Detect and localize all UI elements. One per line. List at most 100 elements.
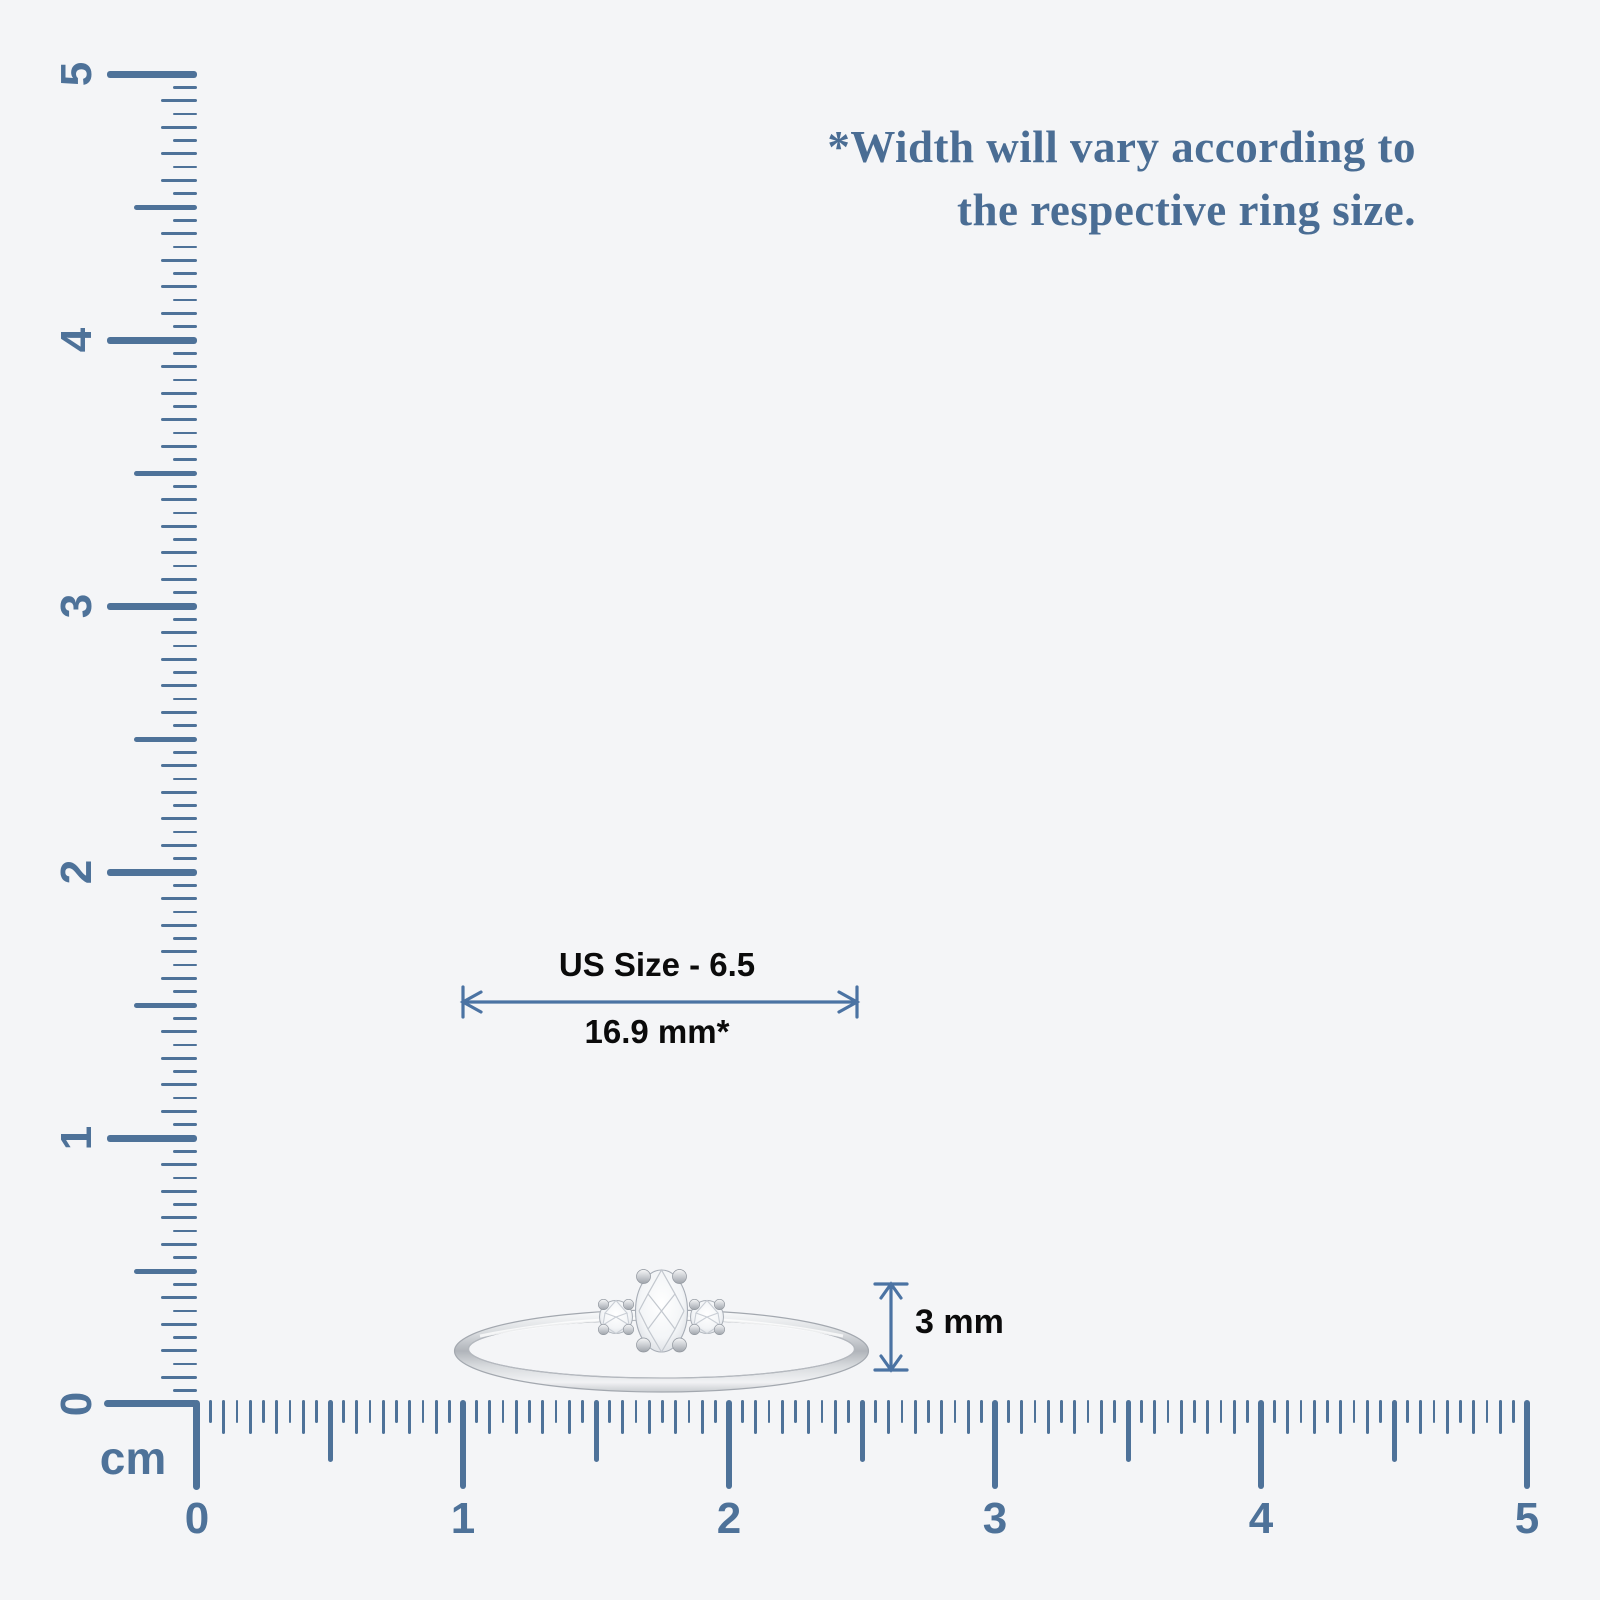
tick-mark (161, 1189, 197, 1193)
vertical-ruler-number: 2 (52, 859, 101, 885)
tick-mark (1352, 1400, 1356, 1423)
tick-mark (368, 1400, 372, 1423)
tick-mark (161, 790, 197, 794)
tick-mark (173, 511, 197, 515)
tick-mark (173, 937, 197, 940)
tick-mark (161, 498, 197, 502)
tick-mark (173, 325, 197, 328)
tick-mark (1523, 1400, 1531, 1489)
width-disclaimer-note: *Width will vary according to the respec… (827, 116, 1416, 242)
tick-mark (1007, 1400, 1010, 1423)
tick-mark (1257, 1400, 1265, 1489)
tick-mark (173, 564, 197, 568)
tick-mark (173, 644, 197, 648)
tick-mark (173, 405, 197, 408)
tick-mark (161, 125, 197, 129)
tick-mark (161, 391, 197, 395)
tick-mark (355, 1400, 359, 1434)
tick-mark (173, 86, 197, 89)
tick-mark (1273, 1400, 1276, 1423)
tick-mark (1391, 1400, 1397, 1462)
tick-mark (222, 1400, 226, 1434)
tick-mark (1033, 1400, 1037, 1423)
tick-mark (554, 1400, 558, 1423)
tick-mark (173, 378, 197, 382)
tick-mark (1498, 1400, 1502, 1434)
tick-mark (687, 1400, 691, 1423)
tick-mark (173, 485, 197, 488)
tick-mark (173, 219, 197, 222)
note-line-2: the respective ring size. (956, 185, 1416, 235)
tick-mark (794, 1400, 797, 1423)
tick-mark (991, 1400, 999, 1489)
tick-mark (1286, 1400, 1290, 1434)
tick-mark (161, 577, 197, 581)
tick-mark (173, 1362, 197, 1366)
tick-mark (966, 1400, 970, 1434)
ring-illustration (453, 1268, 870, 1393)
tick-mark (847, 1400, 850, 1423)
tick-mark (173, 1043, 197, 1047)
tick-mark (980, 1400, 983, 1423)
tick-mark (107, 70, 197, 78)
tick-mark (567, 1400, 571, 1434)
diameter-arrow (459, 985, 861, 1019)
tick-mark (1459, 1400, 1462, 1423)
ruler-origin-corner-horizontal-arm (104, 1400, 198, 1407)
tick-mark (1246, 1400, 1249, 1423)
tick-mark (1166, 1400, 1170, 1423)
tick-mark (1419, 1400, 1423, 1434)
tick-mark (820, 1400, 824, 1423)
tick-mark (714, 1400, 717, 1423)
tick-mark (161, 365, 197, 369)
tick-mark (161, 764, 197, 768)
tick-mark (1153, 1400, 1157, 1434)
tick-mark (501, 1400, 505, 1423)
tick-mark (1365, 1400, 1369, 1434)
tick-mark (161, 152, 197, 156)
tick-mark (173, 618, 197, 621)
tick-mark (161, 311, 197, 315)
tick-mark (134, 470, 197, 476)
tick-mark (173, 112, 197, 116)
tick-mark (381, 1400, 385, 1434)
tick-mark (173, 1309, 197, 1313)
tick-mark (1179, 1400, 1183, 1434)
tick-mark (161, 976, 197, 980)
tick-mark (1099, 1400, 1103, 1434)
tick-mark (395, 1400, 398, 1423)
tick-mark (161, 524, 197, 528)
tick-mark (173, 963, 197, 967)
tick-mark (134, 204, 197, 210)
tick-mark (1206, 1400, 1210, 1434)
vertical-ruler-number: 4 (52, 327, 101, 353)
band-width-arrow (873, 1281, 909, 1373)
tick-mark (134, 736, 197, 742)
tick-mark (1299, 1400, 1303, 1423)
tick-mark (173, 139, 197, 142)
tick-mark (173, 1150, 197, 1153)
band-width-label: 3 mm (915, 1303, 1004, 1341)
tick-mark (1472, 1400, 1476, 1434)
tick-mark (315, 1400, 318, 1423)
tick-mark (725, 1400, 733, 1489)
tick-mark (1445, 1400, 1449, 1434)
vertical-ruler-number: 3 (52, 593, 101, 619)
tick-mark (173, 857, 197, 860)
tick-mark (161, 258, 197, 262)
tick-mark (161, 1349, 197, 1353)
tick-mark (767, 1400, 771, 1423)
tick-mark (173, 1229, 197, 1233)
tick-mark (327, 1400, 333, 1462)
tick-mark (173, 192, 197, 195)
tick-mark (953, 1400, 957, 1423)
right-side-diamond (689, 1298, 725, 1336)
horizontal-ruler-number: 0 (184, 1494, 210, 1543)
tick-mark (173, 724, 197, 727)
tick-mark (634, 1400, 638, 1423)
tick-mark (209, 1400, 212, 1423)
tick-mark (940, 1400, 944, 1434)
tick-mark (173, 352, 197, 355)
tick-mark (173, 165, 197, 169)
horizontal-ruler-number: 5 (1514, 1494, 1540, 1543)
